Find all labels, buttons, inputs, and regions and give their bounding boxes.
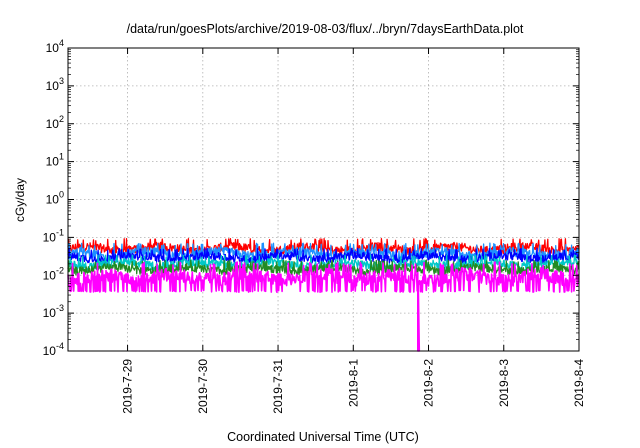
y-tick-label: 104 — [46, 38, 64, 55]
x-tick-label: 2019-8-4 — [572, 359, 586, 407]
y-tick-label: 103 — [46, 76, 64, 93]
y-axis: 10-4 10-3 10-2 10-1 100 101 102 103 104 — [43, 38, 579, 358]
chart-title: /data/run/goesPlots/archive/2019-08-03/f… — [127, 22, 524, 36]
x-axis-label: Coordinated Universal Time (UTC) — [227, 430, 419, 444]
x-tick-label: 2019-7-30 — [196, 359, 210, 414]
x-axis: 2019-7-29 2019-7-30 2019-7-31 2019-8-1 2019-… — [121, 48, 586, 414]
y-axis-label: cGy/day — [13, 178, 27, 222]
x-tick-label: 2019-8-1 — [346, 359, 360, 407]
y-tick-label: 100 — [46, 190, 64, 207]
series-layer — [67, 238, 580, 352]
y-tick-label: 102 — [46, 114, 64, 131]
y-tick-label: 10-1 — [43, 227, 64, 244]
y-tick-label: 10-2 — [43, 265, 64, 282]
x-tick-label: 2019-7-31 — [271, 359, 285, 414]
y-tick-label: 101 — [46, 152, 64, 169]
y-tick-label: 10-4 — [43, 341, 64, 358]
series-line-5 — [67, 261, 580, 352]
x-tick-label: 2019-8-3 — [497, 359, 511, 407]
x-tick-label: 2019-7-29 — [121, 359, 135, 414]
y-tick-label: 10-3 — [43, 303, 64, 320]
grid — [68, 48, 579, 351]
x-tick-label: 2019-8-2 — [422, 359, 436, 407]
